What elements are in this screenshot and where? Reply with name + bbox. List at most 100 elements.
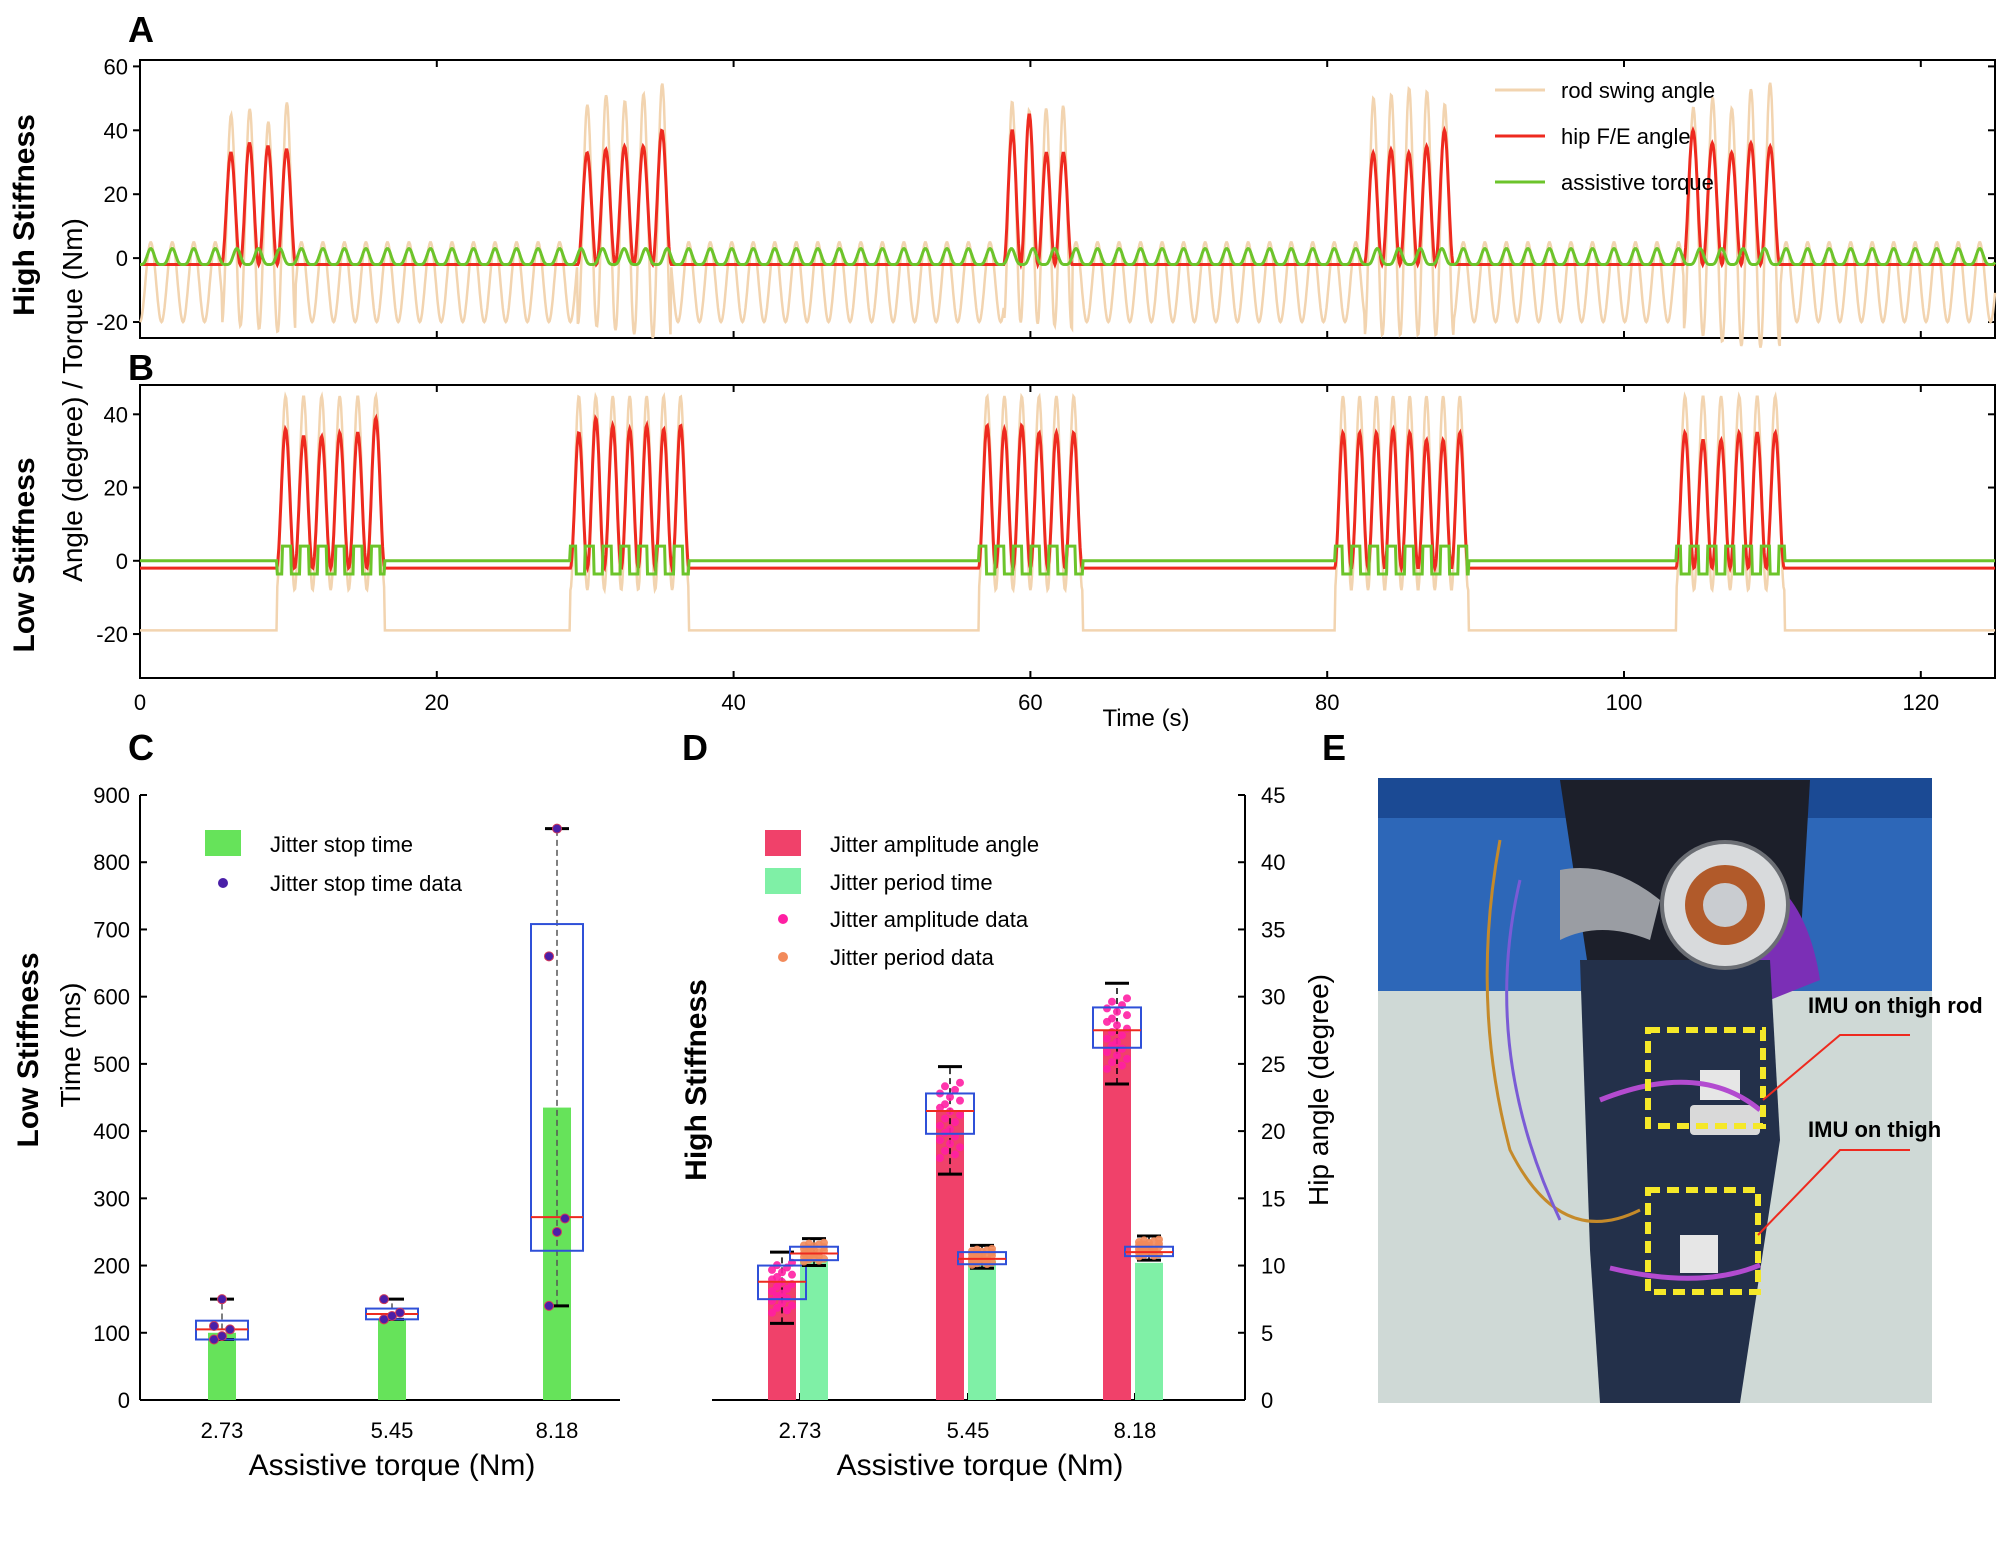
period-data-point: [988, 1244, 996, 1253]
period-data-point: [1140, 1246, 1148, 1255]
ab-ylabel: Angle (degree) / Torque (Nm): [57, 218, 88, 582]
data-point: [544, 951, 554, 962]
wire: [1505, 879, 1562, 1221]
amplitude-data-point: [768, 1265, 776, 1274]
amplitude-data-point: [1113, 1051, 1121, 1060]
amplitude-data-point: [941, 1082, 949, 1091]
amplitude-data-point: [778, 1299, 786, 1308]
amplitude-data-point: [941, 1146, 949, 1155]
data-point: [225, 1324, 235, 1335]
amplitude-data-point: [768, 1287, 776, 1296]
amplitude-data-point: [1118, 1031, 1126, 1040]
y-tick-label: 35: [1261, 917, 1285, 942]
series-line-hip-fe-angle: [140, 113, 1995, 270]
x-tick-label: 2.73: [201, 1418, 244, 1443]
y-tick-label: 20: [104, 476, 128, 501]
period-data-point: [805, 1239, 813, 1248]
amplitude-data-point: [936, 1154, 944, 1162]
legend-label: Jitter amplitude angle: [830, 832, 1039, 857]
amplitude-data-point: [946, 1139, 954, 1148]
series-line-assistive-torque: [140, 247, 1997, 266]
period-data-point: [1155, 1235, 1163, 1244]
x-tick-label: 5.45: [947, 1418, 990, 1443]
amplitude-data-point: [1118, 1061, 1126, 1070]
amplitude-data-point: [1123, 1011, 1131, 1020]
y-tick-label: 0: [118, 1388, 130, 1413]
legend-label: Jitter period time: [830, 870, 993, 895]
y-tick-label: 200: [93, 1254, 130, 1279]
x-tick-label: 8.18: [1114, 1418, 1157, 1443]
y-tick-label: 300: [93, 1186, 130, 1211]
amplitude-data-point: [1113, 1021, 1121, 1030]
panel-label-e: E: [1322, 727, 1346, 768]
legend-label: Jitter stop time: [270, 832, 413, 857]
panel-label-b: B: [128, 347, 154, 388]
legend-label: Jitter stop time data: [270, 871, 463, 896]
amplitude-data-point: [1103, 1017, 1111, 1026]
amplitude-data-point: [768, 1308, 776, 1317]
x-tick-label: 80: [1315, 690, 1339, 715]
amplitude-data-point: [936, 1121, 944, 1130]
legend-label: hip F/E angle: [1561, 124, 1691, 149]
ab-xlabel: Time (s): [1102, 705, 1189, 732]
amplitude-data-point: [1108, 997, 1116, 1006]
hip-bracket: [1560, 868, 1660, 940]
amplitude-data-point: [951, 1150, 959, 1159]
side-label-d: High Stiffness: [680, 979, 713, 1181]
y-tick-label: 5: [1261, 1321, 1273, 1346]
side-label-c: Low Stiffness: [12, 952, 45, 1147]
amplitude-data-point: [1123, 1054, 1131, 1063]
legend-label: Jitter period data: [830, 945, 995, 970]
callout-line-rod: [1762, 1034, 1910, 1101]
plot-area-d: 0 5 10 15 20 25 30 35 40 45 2.73 5.45 8.18 Jitter amp…: [712, 783, 1285, 1443]
wire: [1485, 839, 1641, 1223]
amplitude-data-point: [783, 1306, 791, 1315]
series-line-assistive-torque: [140, 544, 1995, 576]
amplitude-data-point: [936, 1103, 944, 1112]
c-ylabel: Time (ms): [55, 983, 86, 1108]
amplitude-data-point: [956, 1078, 964, 1087]
y-tick-label: 20: [104, 182, 128, 207]
x-tick-label: 40: [721, 690, 745, 715]
amplitude-data-point: [1108, 1058, 1116, 1067]
y-tick-label: 100: [93, 1321, 130, 1346]
amplitude-data-point: [1113, 1007, 1121, 1016]
y-tick-label: 700: [93, 917, 130, 942]
amplitude-data-point: [773, 1303, 781, 1312]
bar-jitter-period-time: [1135, 1262, 1163, 1400]
data-point: [217, 1331, 227, 1342]
amplitude-data-point: [1108, 1027, 1116, 1036]
x-tick-label: 2.73: [779, 1418, 822, 1443]
period-data-point: [983, 1256, 991, 1265]
data-point: [209, 1321, 219, 1332]
legend-swatch: [765, 830, 801, 856]
amplitude-data-point: [941, 1114, 949, 1123]
imu-rod-highlight-box: [1645, 1027, 1766, 1129]
amplitude-data-point: [773, 1292, 781, 1301]
amplitude-data-point: [788, 1301, 796, 1310]
y-tick-label: 800: [93, 850, 130, 875]
y-tick-label: 60: [104, 54, 128, 79]
y-tick-label: -20: [96, 622, 128, 647]
amplitude-data-point: [1118, 1044, 1126, 1053]
data-point: [395, 1307, 405, 1318]
panel-label-a: A: [128, 9, 154, 50]
amplitude-data-point: [1103, 1048, 1111, 1057]
y-tick-label: 900: [93, 783, 130, 808]
x-tick-label: 0: [134, 690, 146, 715]
annotation-imu-thigh-rod: IMU on thigh rod: [1808, 993, 1983, 1018]
legend-label: Jitter amplitude data: [830, 907, 1029, 932]
box: [1092, 1006, 1142, 1049]
legend-label: rod swing angle: [1561, 78, 1715, 103]
imu-thigh-sensor: [1680, 1235, 1718, 1273]
amplitude-data-point: [951, 1085, 959, 1094]
bar-jitter-period-time: [968, 1260, 996, 1400]
data-point: [560, 1213, 570, 1224]
amplitude-data-point: [1103, 1064, 1111, 1073]
period-data-point: [810, 1245, 818, 1254]
amplitude-data-point: [946, 1093, 954, 1102]
legend-marker: [218, 878, 228, 888]
y-tick-label: -20: [96, 310, 128, 335]
data-point: [379, 1294, 389, 1305]
imu-thigh-highlight-box: [1645, 1187, 1761, 1295]
